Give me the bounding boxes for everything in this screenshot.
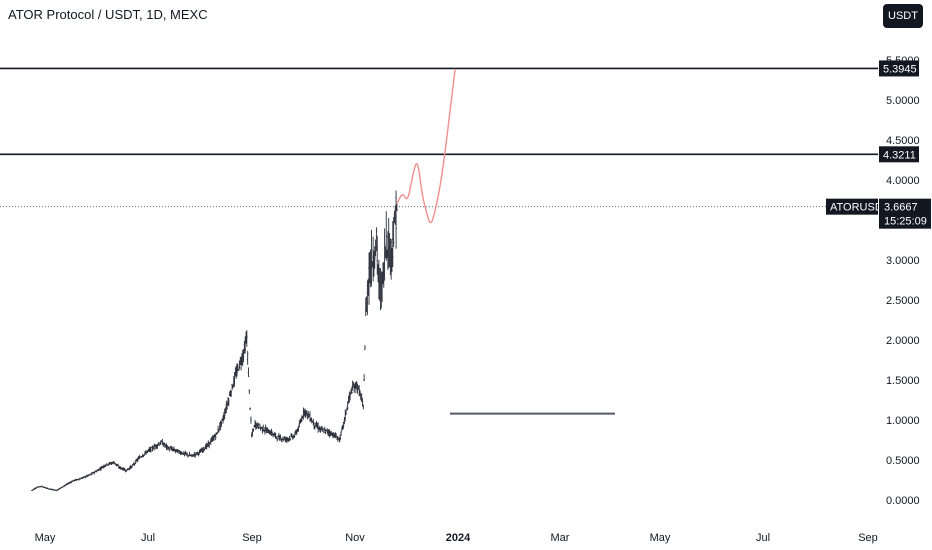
y-tick-label: 4.0000: [886, 175, 920, 187]
x-tick-label: May: [650, 532, 671, 544]
y-tick-label: 0.5000: [886, 455, 920, 467]
x-tick-label: May: [35, 532, 56, 544]
symbol-label: ATORUSDT: [830, 202, 890, 214]
y-tick-label: 5.0000: [886, 95, 920, 107]
x-tick-label: Nov: [345, 532, 365, 544]
y-tick-label: 2.5000: [886, 295, 920, 307]
x-tick-label: Jul: [756, 532, 770, 544]
y-tick-label: 1.5000: [886, 375, 920, 387]
level-price-tag: [879, 146, 919, 163]
x-tick-label: Mar: [551, 532, 570, 544]
level-price-label: 5.3945: [883, 63, 917, 75]
level-price-label: 4.3211: [883, 149, 916, 161]
x-tick-label: Sep: [858, 532, 878, 544]
y-tick-label: 2.0000: [886, 335, 920, 347]
projection-path: [396, 68, 456, 224]
projection: [396, 68, 456, 224]
y-tick-label: 1.0000: [886, 415, 920, 427]
chart-title: ATOR Protocol / USDT, 1D, MEXC: [8, 7, 208, 22]
x-axis: May Jul Sep Nov 2024 Mar May Jul Sep: [35, 532, 878, 544]
y-tick-label: 3.0000: [886, 255, 920, 267]
level-price-tag: [879, 60, 919, 77]
horizontal-levels: [0, 67, 878, 208]
countdown-label: 15:25:09: [884, 216, 927, 228]
x-tick-label: Jul: [141, 532, 155, 544]
x-tick-label: Sep: [242, 532, 262, 544]
currency-button[interactable]: USDT: [883, 4, 923, 28]
y-tick-label: 4.5000: [886, 135, 920, 147]
x-tick-label: 2024: [446, 532, 471, 544]
y-axis: 0.0000 0.5000 1.0000 1.5000 2.0000 2.5000 3.00…: [886, 55, 920, 507]
last-price-label: 3.6667: [884, 202, 918, 214]
symbol-tag: [826, 198, 878, 215]
y-tick-label: 0.0000: [886, 495, 920, 507]
last-price-tag: [879, 198, 931, 229]
candles: [31, 190, 398, 492]
